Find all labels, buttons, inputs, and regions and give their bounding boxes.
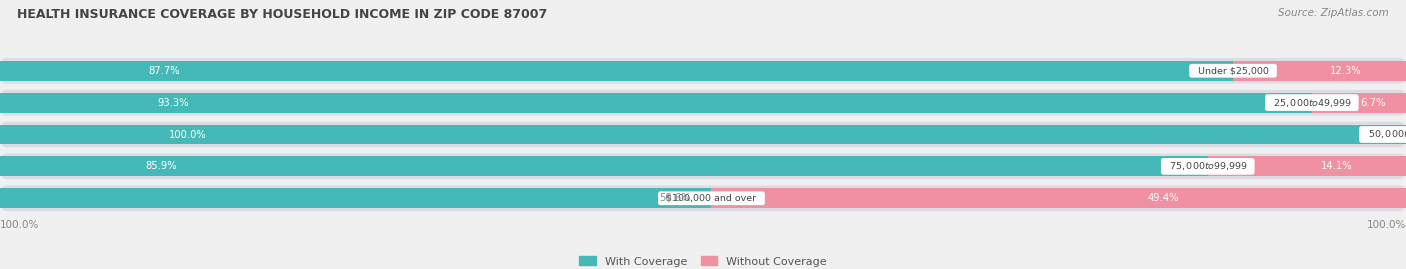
FancyBboxPatch shape <box>0 154 1406 179</box>
FancyBboxPatch shape <box>0 186 1406 211</box>
Text: Under $25,000: Under $25,000 <box>1192 66 1274 75</box>
Text: 12.3%: 12.3% <box>1330 66 1361 76</box>
FancyBboxPatch shape <box>0 58 1406 83</box>
Text: $75,000 to $99,999: $75,000 to $99,999 <box>1163 160 1253 172</box>
Text: 100.0%: 100.0% <box>0 220 39 230</box>
FancyBboxPatch shape <box>0 122 1406 147</box>
Text: 100.0%: 100.0% <box>169 129 207 140</box>
Bar <box>1208 157 1406 176</box>
Text: 49.4%: 49.4% <box>1147 193 1178 203</box>
Text: $25,000 to $49,999: $25,000 to $49,999 <box>1267 97 1357 109</box>
Bar <box>0 61 1233 81</box>
Bar <box>0 125 1406 144</box>
Text: 85.9%: 85.9% <box>145 161 177 171</box>
Text: Source: ZipAtlas.com: Source: ZipAtlas.com <box>1278 8 1389 18</box>
Bar <box>1233 61 1406 81</box>
Bar <box>0 188 711 208</box>
Text: $50,000 to $74,999: $50,000 to $74,999 <box>1361 129 1406 140</box>
Bar <box>0 157 1208 176</box>
Bar <box>1312 93 1406 112</box>
Legend: With Coverage, Without Coverage: With Coverage, Without Coverage <box>579 256 827 267</box>
Text: $100,000 and over: $100,000 and over <box>661 194 762 203</box>
Text: 93.3%: 93.3% <box>157 98 188 108</box>
FancyBboxPatch shape <box>0 90 1406 115</box>
Text: HEALTH INSURANCE COVERAGE BY HOUSEHOLD INCOME IN ZIP CODE 87007: HEALTH INSURANCE COVERAGE BY HOUSEHOLD I… <box>17 8 547 21</box>
Text: 6.7%: 6.7% <box>1361 98 1386 108</box>
Bar <box>0 93 1312 112</box>
Text: 50.6%: 50.6% <box>659 193 690 203</box>
Bar <box>711 188 1406 208</box>
Text: 100.0%: 100.0% <box>1367 220 1406 230</box>
Text: 14.1%: 14.1% <box>1320 161 1353 171</box>
Text: 87.7%: 87.7% <box>148 66 180 76</box>
